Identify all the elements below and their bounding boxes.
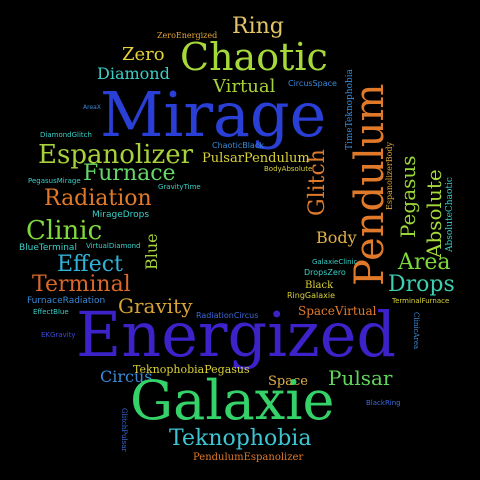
word-circus: Circus	[100, 367, 153, 386]
word-energized: Energized	[76, 298, 397, 371]
word-furnaceradiation: FurnaceRadiation	[27, 296, 106, 306]
word-absolutechaotic: AbsoluteChaotic	[445, 177, 455, 252]
word-zero: Zero	[122, 44, 165, 65]
word-galaxie: Galaxie	[130, 369, 335, 432]
word-terminal: Terminal	[32, 272, 131, 297]
word-zeroenergized: ZeroEnergized	[157, 31, 218, 40]
word-blue: Blue	[142, 233, 161, 270]
word-absolute: Absolute	[422, 169, 446, 258]
word-chaotic: Chaotic	[180, 35, 328, 79]
word-effect: Effect	[57, 252, 123, 277]
word-gravitytime: GravityTime	[158, 183, 201, 191]
word-area-small: AreaX	[83, 104, 101, 111]
word-galaxieclinic: GalaxieClinic	[312, 258, 358, 266]
word-virtualdiamond: VirtualDiamond	[86, 242, 141, 250]
word-body: Body	[316, 228, 357, 247]
word-pulsar: Pulsar	[328, 366, 393, 390]
word-espanolizerbody: EspanolizerBody	[385, 141, 394, 210]
word-circusspace: CircusSpace	[288, 79, 337, 88]
word-glitch: Glitch	[305, 149, 330, 216]
word-blackring: BlackRing	[366, 399, 401, 407]
word-ring: Ring	[232, 14, 284, 39]
word-teknophobia: Teknophobia	[169, 426, 312, 451]
word-teknophobiapegasus: TeknophobiaPegasus	[133, 363, 250, 376]
word-pegasus: Pegasus	[396, 155, 420, 238]
word-clinicarea: ClinicArea	[412, 312, 420, 350]
word-furnace: Furnace	[83, 161, 176, 186]
word-gravity: Gravity	[118, 294, 193, 318]
word-radiation: Radiation	[44, 186, 152, 211]
word-ringgalaxie: RingGalaxie	[287, 291, 336, 300]
word-espanolizer: Espanolizer	[38, 140, 194, 170]
word-black: Black	[305, 280, 334, 291]
word-drops: Drops	[388, 272, 455, 297]
word-area: Area	[398, 250, 451, 275]
word-glitchpulsar: GlitchPulsar	[120, 408, 128, 452]
word-bodyabsolute: BodyAbsolute	[264, 165, 313, 173]
word-miragedrops: MirageDrops	[92, 210, 150, 220]
word-blueterminal: BlueTerminal	[19, 243, 77, 253]
word-diamond: Diamond	[97, 64, 170, 83]
word-pendulum: Pendulum	[347, 83, 393, 286]
word-chaoticblack: ChaoticBlack	[212, 141, 264, 150]
word-clinic: Clinic	[26, 216, 103, 246]
word-pendulumespanolizer: PendulumEspanolizer	[193, 452, 304, 463]
word-pegasusmirage: PegasusMirage	[28, 177, 81, 185]
word-mirage: Mirage	[100, 78, 327, 151]
word-timeteknophobia: TimeTeknophobia	[345, 68, 355, 150]
word-dropszero: DropsZero	[304, 268, 346, 277]
word-radiationcircus: RadiationCircus	[196, 311, 259, 320]
word-spacevirtual: SpaceVirtual	[298, 304, 377, 318]
word-diamondglitch: DiamondGlitch	[40, 131, 92, 139]
word-effectblue: EffectBlue	[33, 308, 69, 316]
word-terminalfurnace: TerminalFurnace	[392, 297, 450, 305]
word-pulsarpendulum: PulsarPendulum	[202, 151, 310, 166]
word-ekgravity: EKGravity	[41, 331, 76, 339]
word-virtual: Virtual	[213, 76, 276, 97]
word-space: Space	[268, 374, 308, 389]
